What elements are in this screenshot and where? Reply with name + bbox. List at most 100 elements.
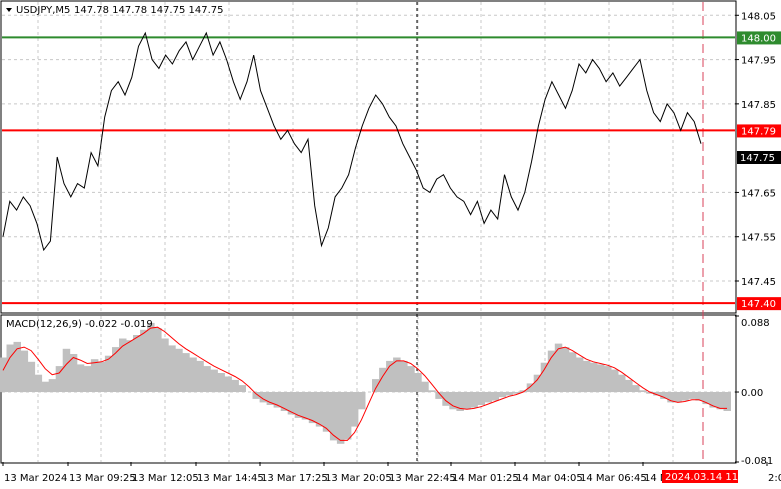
macd-bar	[252, 392, 260, 399]
price-tick-label: 147.95	[741, 56, 776, 67]
macd-bar	[407, 366, 415, 392]
macd-bar	[498, 392, 507, 398]
macd-bar	[589, 362, 598, 393]
macd-bar	[41, 381, 50, 393]
macd-bar	[456, 392, 464, 411]
macd-bar	[484, 392, 492, 403]
macd-bar	[526, 383, 535, 392]
price-tick-label: 148.05	[741, 11, 776, 22]
macd-bar	[653, 392, 661, 396]
macd-bar	[512, 392, 521, 394]
macd-bar	[196, 360, 204, 392]
macd-label: MACD(12,26,9) -0.022 -0.019	[6, 319, 153, 330]
price-tick-label: 147.65	[741, 188, 776, 199]
macd-bar	[266, 392, 275, 405]
macd-bar	[315, 392, 324, 427]
macd-bar	[203, 366, 211, 392]
macd-bar	[104, 355, 113, 392]
macd-bar	[554, 343, 563, 392]
macd-bar	[702, 392, 710, 405]
price-tick-label: 147.45	[741, 277, 776, 288]
macd-bar	[308, 392, 317, 424]
macd-bar	[6, 344, 14, 392]
macd-bar	[716, 392, 724, 410]
macd-bar	[646, 392, 654, 394]
macd-bar	[435, 392, 443, 399]
macd-bar	[505, 392, 514, 396]
macd-bar	[287, 392, 296, 415]
macd-bar	[133, 335, 141, 392]
macd-bar	[575, 357, 584, 393]
macd-bar	[379, 367, 387, 392]
macd-bar	[112, 347, 120, 392]
time-cursor-label: 2024.03.14 11:50	[665, 472, 754, 483]
macd-bar	[210, 369, 218, 393]
macd-bar	[639, 390, 647, 392]
macd-bar	[400, 360, 408, 392]
macd-bar	[674, 392, 682, 403]
dropdown-arrow-icon[interactable]	[6, 8, 12, 12]
macd-bar	[55, 366, 64, 392]
macd-bar	[0, 357, 7, 393]
macd-bar	[259, 392, 268, 403]
macd-bar	[83, 366, 92, 392]
macd-bar	[561, 347, 570, 392]
macd-bar	[126, 340, 134, 392]
level-lines: 148.00 147.79 147.40	[2, 31, 781, 311]
macd-bar	[147, 322, 155, 392]
macd-bar	[294, 392, 303, 418]
macd-bar	[217, 373, 225, 392]
macd-axis: 0.088 0.00 -0.081	[735, 315, 773, 467]
macd-bar	[568, 352, 577, 392]
macd-bar	[372, 379, 380, 393]
macd-bar	[97, 361, 106, 392]
time-tick-label: 13 Mar 14:45	[197, 473, 264, 484]
macd-bar	[386, 360, 394, 392]
level-tag-label: 147.79	[741, 126, 776, 137]
macd-bar	[597, 364, 605, 392]
macd-bar	[48, 379, 57, 393]
symbol-label: USDJPY,M5	[16, 5, 70, 16]
macd-bar	[224, 376, 232, 393]
macd-tick-label: 0.088	[741, 318, 770, 329]
macd-bar	[76, 364, 85, 392]
time-tick-label: 14 M	[644, 473, 669, 484]
level-tag	[737, 31, 781, 45]
time-tick-label: 13 Mar 12:05	[132, 473, 199, 484]
macd-bar	[34, 374, 43, 392]
macd-bar	[358, 392, 366, 410]
macd-bar	[238, 385, 246, 392]
macd-bar	[582, 360, 591, 392]
macd-bar	[13, 341, 21, 392]
macd-bar	[154, 328, 162, 392]
symbol-header[interactable]: USDJPY,M5 147.78 147.78 147.75 147.75	[6, 5, 224, 16]
macd-bar	[90, 359, 99, 392]
time-tick-label: 13 Mar 20:05	[325, 473, 392, 484]
level-tag-label: 147.40	[741, 299, 776, 310]
macd-bar	[301, 392, 310, 420]
price-tick-label: 147.85	[741, 100, 776, 111]
price-pane-frame	[0, 0, 737, 314]
macd-bar	[667, 392, 675, 403]
level-tag-label: 148.00	[741, 33, 776, 44]
ohlc-values: 147.78 147.78 147.75 147.75	[74, 5, 224, 16]
macd-bar	[428, 390, 436, 392]
macd-bar	[477, 392, 485, 405]
macd-bar	[280, 392, 289, 411]
macd-bar	[350, 392, 359, 427]
macd-signal-line	[2, 326, 727, 441]
macd-bar	[231, 379, 239, 392]
macd-bar	[140, 329, 148, 392]
time-cursor-tag	[662, 470, 738, 483]
macd-bar	[62, 348, 71, 392]
macd-bar	[175, 348, 183, 392]
macd-bar	[547, 350, 556, 393]
level-tag	[737, 297, 781, 311]
macd-bar	[632, 385, 640, 392]
macd-bar	[119, 338, 127, 393]
macd-bar	[20, 350, 29, 393]
macd-bar	[491, 392, 499, 401]
price-axis: 148.05 147.95 147.85 147.65 147.55 147.45	[735, 11, 776, 288]
